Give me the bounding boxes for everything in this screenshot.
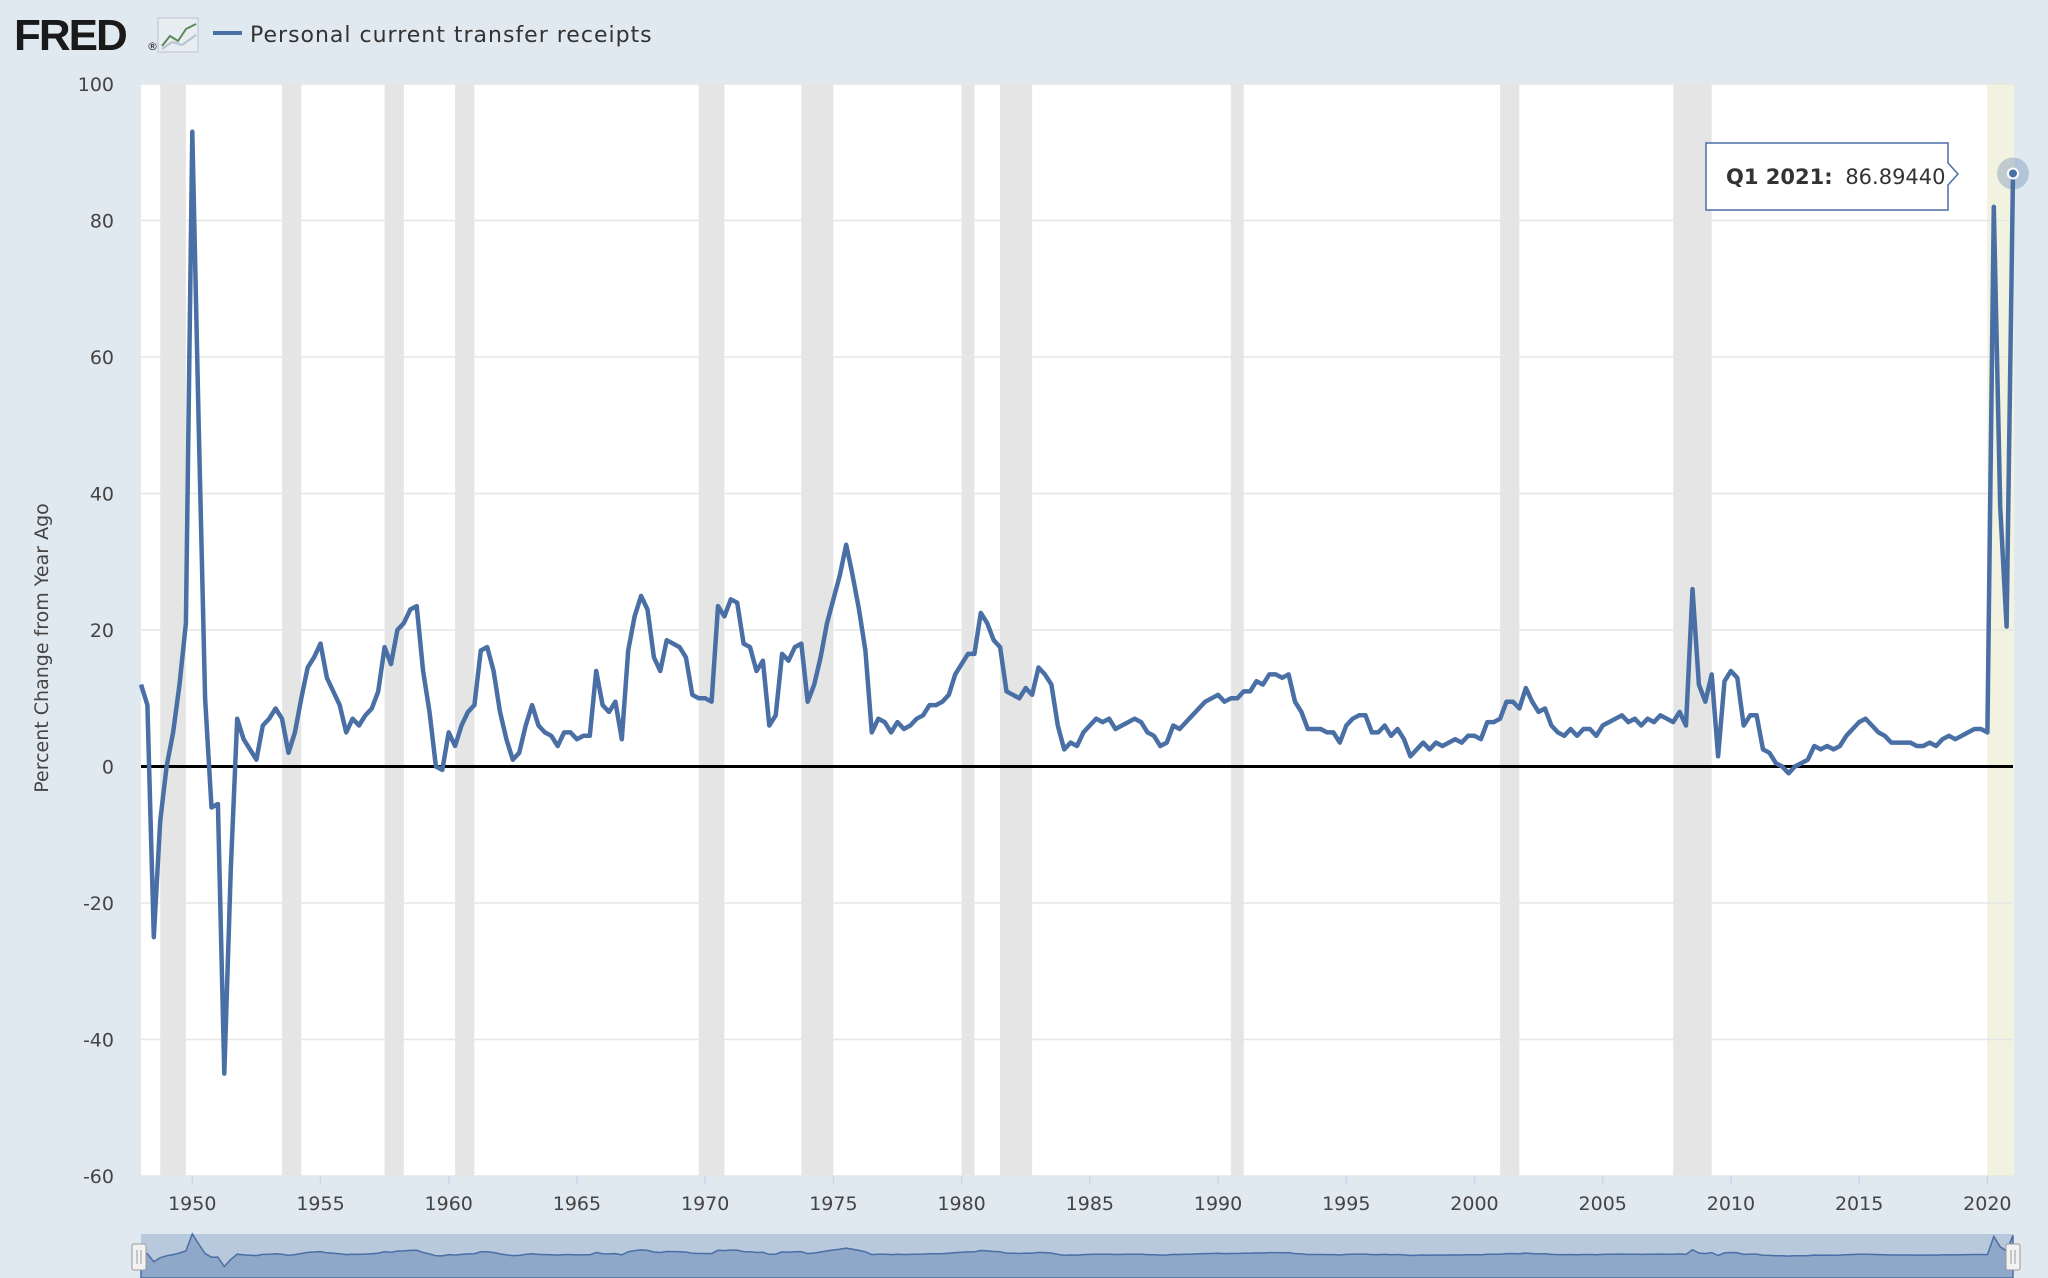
y-tick-label: 40 <box>90 484 114 506</box>
x-tick-label: 2020 <box>1963 1193 2011 1215</box>
navigator-left-handle[interactable] <box>131 1243 147 1271</box>
x-tick-label: 1970 <box>681 1193 729 1215</box>
y-tick-label: -60 <box>83 1166 114 1188</box>
fred-logo-text: FRED <box>14 11 126 60</box>
fred-logo[interactable]: FRED ® <box>14 11 199 60</box>
x-tick-label: 1990 <box>1194 1193 1242 1215</box>
hover-point <box>2007 167 2019 180</box>
x-tick-label: 1985 <box>1066 1193 1114 1215</box>
x-tick-label: 1980 <box>937 1193 985 1215</box>
navigator-right-handle[interactable] <box>2005 1243 2021 1271</box>
y-tick-label: 20 <box>90 620 114 642</box>
grid-lines <box>141 83 2013 1177</box>
x-tick-label: 1960 <box>425 1193 473 1215</box>
y-axis-title: Percent Change from Year Ago <box>31 503 53 793</box>
y-axis: -60 -40 -20 0 20 40 60 80 100 <box>78 74 114 1188</box>
y-tick-label: 100 <box>78 74 114 96</box>
x-tick-label: 1975 <box>809 1193 857 1215</box>
y-tick-label: -40 <box>83 1030 114 1052</box>
x-tick-label: 2000 <box>1450 1193 1498 1215</box>
navigator-series <box>140 1232 2014 1278</box>
x-tick-label: 2010 <box>1707 1193 1755 1215</box>
y-tick-label: 60 <box>90 347 114 369</box>
x-tick-label: 1965 <box>553 1193 601 1215</box>
svg-text:Q1 2021: 86.89440: Q1 2021: 86.89440 <box>1726 165 1946 189</box>
x-tick-label: 2015 <box>1835 1193 1883 1215</box>
tooltip-value: 86.89440 <box>1845 165 1945 189</box>
tooltip-label: Q1 2021: <box>1726 165 1833 189</box>
legend: Personal current transfer receipts <box>213 23 653 48</box>
y-tick-label: -20 <box>83 893 114 915</box>
x-tick-label: 1955 <box>296 1193 344 1215</box>
x-tick-label: 1995 <box>1322 1193 1370 1215</box>
fred-logo-trademark: ® <box>147 40 158 53</box>
x-tick-label: 2005 <box>1579 1193 1627 1215</box>
tooltip: Q1 2021: 86.89440 <box>1705 142 1960 211</box>
x-tick-label: 1950 <box>168 1193 216 1215</box>
legend-label: Personal current transfer receipts <box>250 23 653 48</box>
navigator[interactable] <box>131 1232 2021 1278</box>
y-tick-label: 0 <box>102 757 114 779</box>
chart-line-icon <box>157 17 199 53</box>
tooltip-box <box>1705 142 1960 211</box>
x-axis: 1950 1955 1960 1965 1970 1975 1980 1985 1990 1995… <box>168 1176 2012 1215</box>
y-tick-label: 80 <box>90 211 114 233</box>
series-line[interactable] <box>138 129 2016 1076</box>
